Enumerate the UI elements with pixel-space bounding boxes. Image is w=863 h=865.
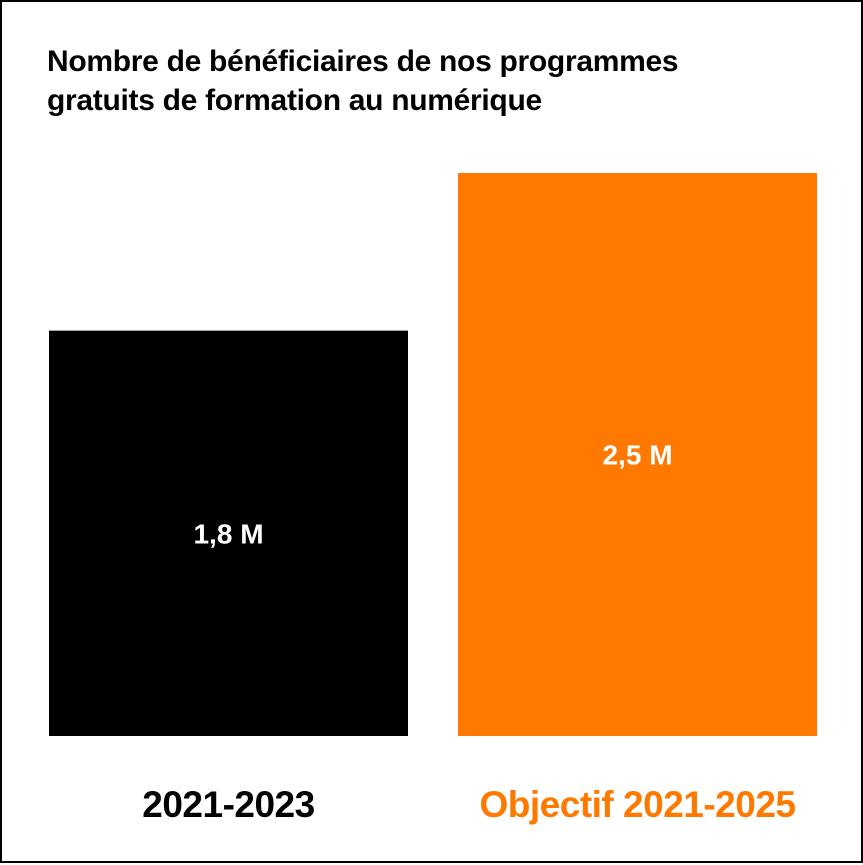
bar-value-label-2: 2,5 M <box>602 440 672 471</box>
bar-1 <box>49 330 408 736</box>
chart-title: Nombre de bénéficiaires de nos programme… <box>47 42 827 120</box>
chart-title-line-2: gratuits de formation au numérique <box>47 84 542 117</box>
category-label-1: 2021-2023 <box>142 784 314 825</box>
category-label-2: Objectif 2021-2025 <box>480 784 796 825</box>
chart-title-line-1: Nombre de bénéficiaires de nos programme… <box>47 45 679 78</box>
bar-value-label-1: 1,8 M <box>193 518 263 549</box>
bar-2 <box>458 173 817 736</box>
